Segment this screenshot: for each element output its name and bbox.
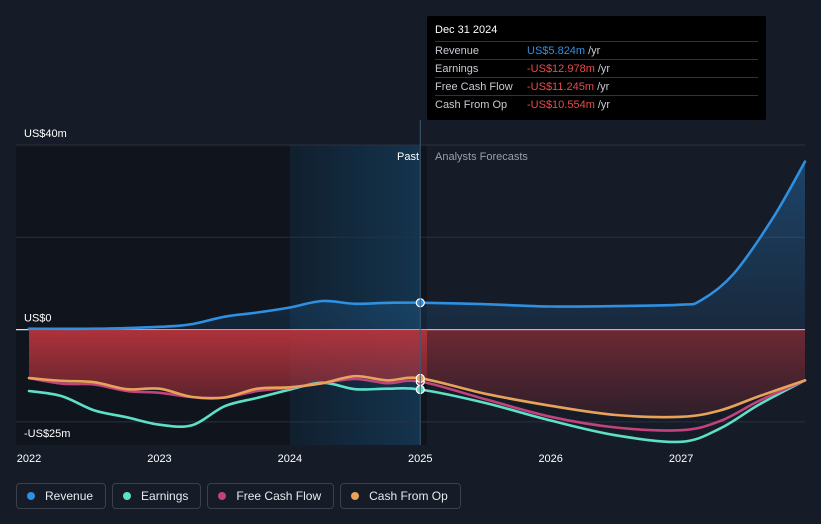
legend-revenue[interactable]: Revenue: [16, 483, 107, 509]
series-lines: [27, 160, 807, 444]
legend-label: Free Cash Flow: [236, 489, 322, 503]
legend-free-cash-flow[interactable]: Free Cash Flow: [207, 483, 335, 509]
tooltip-row-revenue: Revenue US$5.824m /yr: [435, 41, 758, 59]
legend-dot-icon: [123, 492, 132, 500]
revenue-area: [29, 161, 805, 330]
tooltip-row-free-cash-flow: Free Cash Flow -US$11.245m /yr: [435, 77, 758, 95]
y-tick-label: US$40m: [24, 128, 67, 140]
tooltip-value: -US$12.978m: [527, 62, 595, 75]
legend-cash-from-op[interactable]: Cash From Op: [340, 483, 461, 509]
y-axis-labels: US$40m US$0 -US$25m: [24, 128, 70, 440]
tooltip-label: Earnings: [435, 62, 479, 75]
tooltip-label: Free Cash Flow: [435, 80, 513, 93]
series-line-free-cash-flow: [27, 376, 807, 432]
x-tick-label: 2025: [408, 453, 432, 465]
y-tick-label: -US$25m: [24, 428, 70, 440]
negative-area-forecast: [427, 329, 805, 418]
x-tick-label: 2023: [147, 453, 171, 465]
tooltip-row-cash-from-op: Cash From Op -US$10.554m /yr: [435, 95, 758, 113]
tooltip-row-earnings: Earnings -US$12.978m /yr: [435, 59, 758, 77]
legend-dot-icon: [218, 492, 227, 500]
x-tick-label: 2024: [278, 453, 302, 465]
series-line-cash-from-op: [27, 374, 807, 419]
tooltip-label: Cash From Op: [435, 98, 508, 111]
y-tick-label: US$0: [24, 313, 52, 325]
legend-label: Revenue: [45, 489, 94, 503]
legend-dot-icon: [351, 492, 360, 500]
series-line-earnings: [27, 379, 807, 444]
legend-earnings[interactable]: Earnings: [112, 483, 202, 509]
x-tick-label: 2026: [538, 453, 562, 465]
tooltip-unit: /yr: [597, 98, 611, 111]
x-tick-label: 2027: [669, 453, 693, 465]
legend-dot-icon: [27, 492, 35, 500]
x-tick-label: 2022: [17, 453, 41, 465]
tooltip-unit: /yr: [597, 80, 610, 93]
tooltip-unit: /yr: [597, 62, 611, 75]
tooltip-value: -US$10.554m: [527, 98, 595, 111]
past-label: Past: [397, 151, 419, 163]
past-highlight: [289, 145, 421, 445]
forecast-label: Analysts Forecasts: [435, 151, 528, 163]
tooltip-date: Dec 31 2024: [435, 24, 498, 36]
chart-legend: Revenue Earnings Free Cash Flow Cash Fro…: [16, 483, 461, 509]
tooltip-value: -US$11.245m: [527, 80, 595, 93]
tooltip-label: Revenue: [435, 44, 480, 57]
data-tooltip: Dec 31 2024 Revenue US$5.824m /yr Earnin…: [427, 16, 766, 120]
tooltip-value: US$5.824m: [527, 44, 586, 57]
tooltip-unit: /yr: [588, 44, 601, 57]
legend-label: Cash From Op: [369, 489, 448, 503]
x-axis-labels: 2022 2023 2024 2025 2026 2027: [17, 453, 694, 465]
series-line-revenue: [27, 160, 807, 331]
legend-label: Earnings: [141, 489, 189, 503]
